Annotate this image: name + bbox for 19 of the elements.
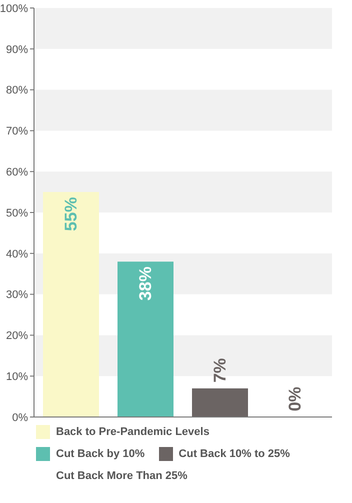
data-label: 38% xyxy=(136,266,156,301)
y-tick-label: 30% xyxy=(6,289,28,302)
y-tick-label: 80% xyxy=(6,84,28,97)
data-label: 55% xyxy=(62,197,81,232)
legend-label: Cut Back by 10% xyxy=(56,448,145,460)
y-tick-label: 70% xyxy=(6,126,28,138)
y-tick-label: 50% xyxy=(6,207,28,220)
y-tick-label: 90% xyxy=(6,44,28,56)
y-tick-label: 10% xyxy=(6,371,28,384)
text: Cut Back More Than 25% xyxy=(56,470,188,482)
y-tick-label: 0% xyxy=(12,412,28,424)
y-tick-label: 40% xyxy=(6,248,28,260)
y-tick-label: 100% xyxy=(0,2,28,15)
y-tick-label: 60% xyxy=(6,166,28,179)
data-label: 0% xyxy=(285,386,304,412)
legend-label: Cut Back 10% to 25% xyxy=(178,448,290,460)
y-tick-label: 20% xyxy=(6,330,28,342)
legend-label: Back to Pre-Pandemic Levels xyxy=(56,426,210,438)
data-label: 7% xyxy=(210,358,230,383)
